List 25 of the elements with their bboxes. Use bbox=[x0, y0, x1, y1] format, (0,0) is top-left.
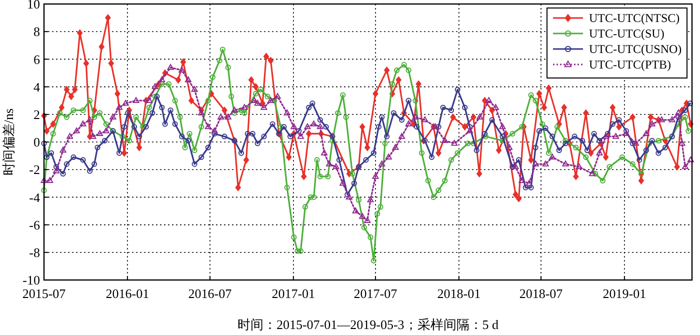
legend-label: UTC-UTC(PTB) bbox=[589, 58, 671, 72]
x-axis-title: 时间：2015-07-01—2019-05-3；采样间隔：5 d bbox=[237, 317, 500, 332]
x-tick-label: 2016-07 bbox=[188, 286, 232, 301]
x-tick-label: 2017-07 bbox=[354, 286, 398, 301]
y-tick-label: -4 bbox=[29, 190, 40, 205]
x-tick-label: 2018-01 bbox=[437, 286, 481, 301]
x-tick-label: 2019-01 bbox=[602, 286, 646, 301]
x-tick-label: 2016-01 bbox=[106, 286, 150, 301]
legend-label: UTC-UTC(USNO) bbox=[589, 42, 682, 56]
y-tick-label: -8 bbox=[29, 244, 40, 260]
y-axis-title: 时间偏差/ns bbox=[1, 108, 16, 176]
y-tick-label: -6 bbox=[29, 217, 40, 232]
y-tick-label: 0 bbox=[34, 134, 40, 150]
y-tick-label: 4 bbox=[34, 79, 40, 94]
y-tick-label: 8 bbox=[34, 24, 40, 40]
legend-label: UTC-UTC(NTSC) bbox=[589, 11, 680, 26]
legend-label: UTC-UTC(SU) bbox=[589, 26, 664, 41]
x-tick-label: 2017-01 bbox=[272, 286, 316, 301]
y-tick-label: -2 bbox=[29, 162, 40, 178]
y-tick-label: -10 bbox=[22, 272, 40, 288]
y-tick-label: 6 bbox=[34, 52, 40, 67]
y-tick-label: 10 bbox=[27, 0, 40, 12]
y-tick-label: 2 bbox=[34, 106, 40, 122]
x-tick-label: 2015-07 bbox=[22, 286, 66, 301]
x-tick-label: 2018-07 bbox=[519, 286, 564, 301]
